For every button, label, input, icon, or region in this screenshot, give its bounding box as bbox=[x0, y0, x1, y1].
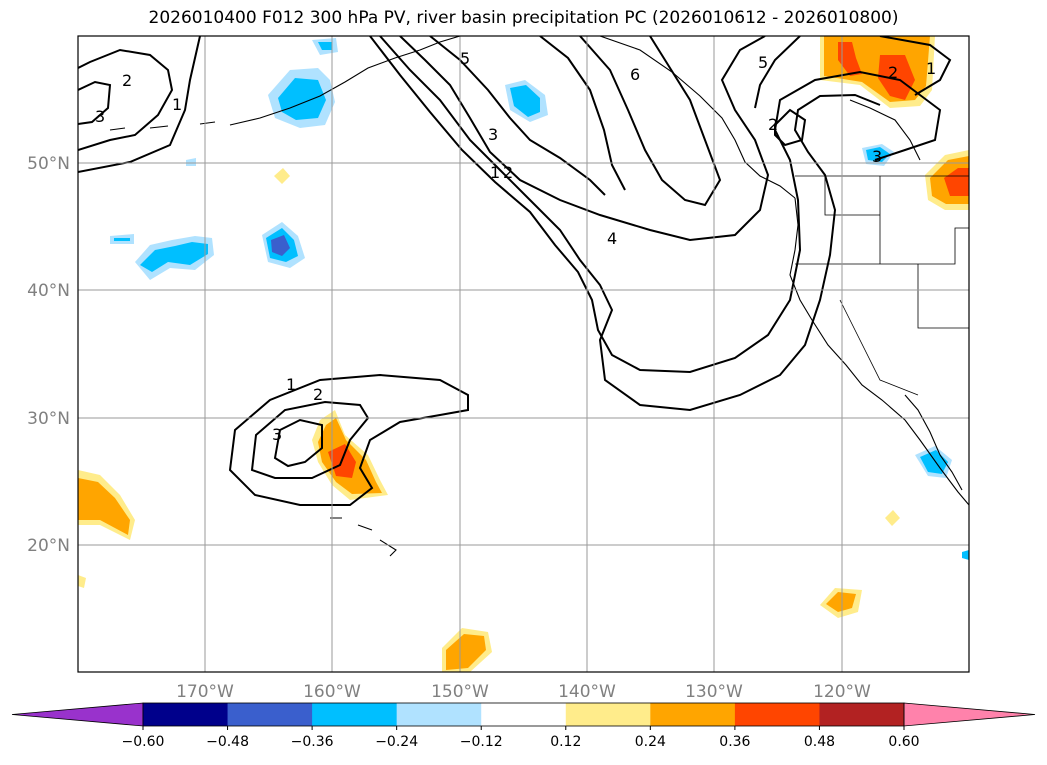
contour-label: 3 bbox=[95, 107, 105, 126]
coastlines bbox=[109, 36, 969, 557]
country-borders bbox=[795, 175, 969, 396]
colorbar-segment bbox=[565, 703, 651, 726]
contour-label: 3 bbox=[272, 425, 282, 444]
colorbar-segment bbox=[734, 703, 820, 726]
colorbar-segment bbox=[227, 703, 313, 726]
colorbar bbox=[11, 702, 1036, 727]
gridlines bbox=[78, 36, 969, 672]
lon-label: 140°W bbox=[558, 682, 616, 702]
colorbar-tick-label: 0.60 bbox=[888, 734, 919, 750]
colorbar-segment bbox=[143, 703, 229, 726]
lat-label: 30°N bbox=[27, 409, 70, 429]
pv-contours bbox=[78, 36, 952, 506]
lon-label: 130°W bbox=[685, 682, 743, 702]
contour-label: 2 bbox=[122, 71, 132, 90]
colorbar-segment bbox=[650, 703, 736, 726]
colorbar-segment bbox=[819, 703, 905, 726]
contour-label: 2 bbox=[313, 385, 323, 404]
lat-label: 40°N bbox=[27, 281, 70, 301]
colorbar-tick-label: 0.48 bbox=[804, 734, 835, 750]
colorbar-tick-label: −0.24 bbox=[375, 734, 418, 750]
contour-label: 1 bbox=[926, 59, 936, 78]
colorbar-tick-labels: −0.60 −0.48 −0.36 −0.24 −0.12 0.12 0.24 0.36 0.4… bbox=[122, 726, 920, 750]
contour-label: 6 bbox=[630, 65, 640, 84]
colorbar-tick-label: 0.24 bbox=[635, 734, 666, 750]
colorbar-tick-label: 0.12 bbox=[550, 734, 581, 750]
latitude-labels: 50°N 40°N 30°N 20°N bbox=[27, 154, 70, 556]
contour-label: 4 bbox=[607, 229, 617, 248]
contour-label: 5 bbox=[758, 53, 768, 72]
contour-label: 3 bbox=[488, 125, 498, 144]
colorbar-segment bbox=[481, 703, 567, 726]
colorbar-segment bbox=[396, 703, 482, 726]
contour-label: 1 bbox=[286, 375, 296, 394]
colorbar-tick-label: 0.36 bbox=[719, 734, 750, 750]
contour-label: 2 bbox=[503, 163, 513, 182]
contour-label: 2 bbox=[888, 63, 898, 82]
lon-label: 120°W bbox=[813, 682, 871, 702]
colorbar-min-extend bbox=[11, 702, 144, 727]
colorbar-tick-label: −0.48 bbox=[206, 734, 249, 750]
lon-label: 170°W bbox=[176, 682, 234, 702]
contour-labels: 2 3 1 5 3 1 2 4 6 5 2 2 1 3 1 2 3 bbox=[95, 49, 936, 444]
contour-label: 1 bbox=[490, 163, 500, 182]
map-area bbox=[78, 36, 969, 672]
lat-label: 50°N bbox=[27, 154, 70, 174]
longitude-labels: 170°W 160°W 150°W 140°W 130°W 120°W bbox=[176, 682, 871, 702]
colorbar-tick-label: −0.36 bbox=[291, 734, 334, 750]
contour-label: 5 bbox=[460, 49, 470, 68]
lat-label: 20°N bbox=[27, 536, 70, 556]
map-frame bbox=[77, 35, 970, 673]
colorbar-max-extend bbox=[903, 702, 1036, 727]
colorbar-tick-label: −0.60 bbox=[122, 734, 165, 750]
contour-label: 1 bbox=[172, 95, 182, 114]
lon-label: 160°W bbox=[303, 682, 361, 702]
lon-label: 150°W bbox=[431, 682, 489, 702]
colorbar-tick-label: −0.12 bbox=[460, 734, 503, 750]
colorbar-segment bbox=[312, 703, 398, 726]
contour-label: 2 bbox=[768, 115, 778, 134]
map-title: 2026010400 F012 300 hPa PV, river basin … bbox=[148, 8, 899, 28]
colorbar-frame bbox=[142, 702, 905, 727]
contour-label: 3 bbox=[872, 147, 882, 166]
